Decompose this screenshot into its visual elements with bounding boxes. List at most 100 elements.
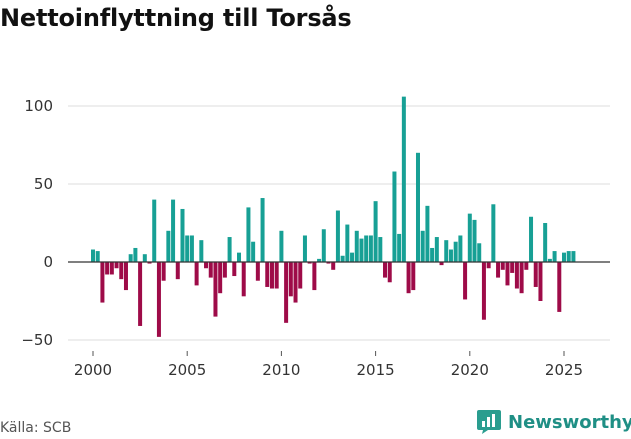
bar — [383, 262, 388, 278]
bar — [161, 262, 166, 281]
gridlines — [68, 105, 610, 341]
bar — [232, 262, 237, 277]
x-tick-label: 2010 — [262, 361, 300, 379]
bar — [194, 262, 199, 286]
bar — [326, 262, 331, 264]
bar — [392, 171, 397, 262]
bar — [312, 262, 317, 291]
bar — [514, 262, 519, 289]
x-tick-label: 2005 — [168, 361, 206, 379]
bar — [260, 198, 265, 262]
bar — [406, 262, 411, 294]
bar — [420, 230, 425, 262]
x-tick-label: 2025 — [545, 361, 583, 379]
bar — [265, 262, 270, 287]
bar — [114, 262, 119, 269]
bar — [359, 238, 364, 262]
bar — [538, 262, 543, 301]
bar — [340, 255, 345, 262]
bar — [354, 230, 359, 262]
bar — [222, 262, 227, 278]
bar — [434, 237, 439, 262]
bar — [293, 262, 298, 303]
y-tick-label: 0 — [43, 253, 53, 271]
bar — [204, 262, 209, 269]
bar — [307, 262, 312, 264]
bar — [331, 262, 336, 270]
bar — [472, 219, 477, 262]
bar — [415, 152, 420, 262]
x-tick-label: 2000 — [74, 361, 112, 379]
bar — [100, 262, 105, 303]
bar — [218, 262, 223, 294]
bar — [486, 262, 491, 269]
bar — [481, 262, 486, 320]
bar — [156, 262, 161, 337]
bar — [463, 262, 468, 300]
bar — [491, 204, 496, 262]
bar — [566, 251, 571, 262]
bar — [147, 262, 152, 264]
bar — [529, 216, 534, 262]
bar — [274, 262, 279, 289]
x-tick-label: 2015 — [357, 361, 395, 379]
bar — [185, 235, 190, 262]
bar — [138, 262, 143, 326]
bar — [552, 251, 557, 262]
newsworthy-logo-icon — [477, 410, 501, 434]
bar — [166, 230, 171, 262]
bar — [444, 240, 449, 262]
bar — [496, 262, 501, 278]
bar — [251, 241, 256, 262]
bar — [123, 262, 128, 291]
bar — [91, 249, 95, 262]
bar — [208, 262, 213, 278]
bar — [378, 237, 383, 262]
bar — [533, 262, 538, 287]
bar — [269, 262, 274, 289]
bar — [213, 262, 218, 317]
bar — [227, 237, 232, 262]
bars — [91, 96, 576, 337]
bar — [321, 229, 326, 262]
bar — [387, 262, 392, 283]
bar — [505, 262, 510, 286]
y-tick-label: −50 — [21, 331, 53, 349]
bar — [241, 262, 246, 297]
bar — [524, 262, 529, 270]
bar — [373, 201, 378, 262]
bar — [317, 258, 322, 262]
bar — [543, 223, 548, 262]
bar — [180, 208, 185, 262]
bar — [288, 262, 293, 297]
brand-name: Newsworthy — [508, 411, 631, 433]
bar — [199, 240, 204, 262]
bar — [284, 262, 289, 323]
bar — [119, 262, 124, 280]
bar — [439, 262, 444, 266]
bar — [519, 262, 524, 294]
bar — [571, 251, 576, 262]
x-axis-ticks: 2000 2005 2010 2015 2020 2025 — [74, 351, 583, 379]
bar — [95, 251, 100, 262]
bar-chart: 100 50 0 −50 2000 2005 2010 2015 2020 2025 — [21, 96, 610, 379]
bar — [397, 233, 402, 262]
y-axis-ticks: 100 50 0 −50 — [21, 97, 53, 349]
bar — [453, 241, 458, 262]
source-label: Källa: SCB — [0, 420, 72, 436]
bar — [411, 262, 416, 291]
bar — [302, 235, 307, 262]
bar — [477, 243, 482, 262]
chart-title: Nettoinflyttning till Torsås — [0, 4, 352, 32]
bar — [171, 199, 176, 262]
bar — [175, 262, 180, 280]
bar — [350, 252, 355, 262]
bar — [364, 235, 369, 262]
bar — [430, 247, 435, 262]
bar — [562, 252, 566, 262]
bar — [345, 224, 350, 262]
bar — [467, 213, 472, 262]
bar — [500, 262, 505, 270]
brand-logo: Newsworthy — [476, 409, 631, 435]
bar — [368, 235, 373, 262]
